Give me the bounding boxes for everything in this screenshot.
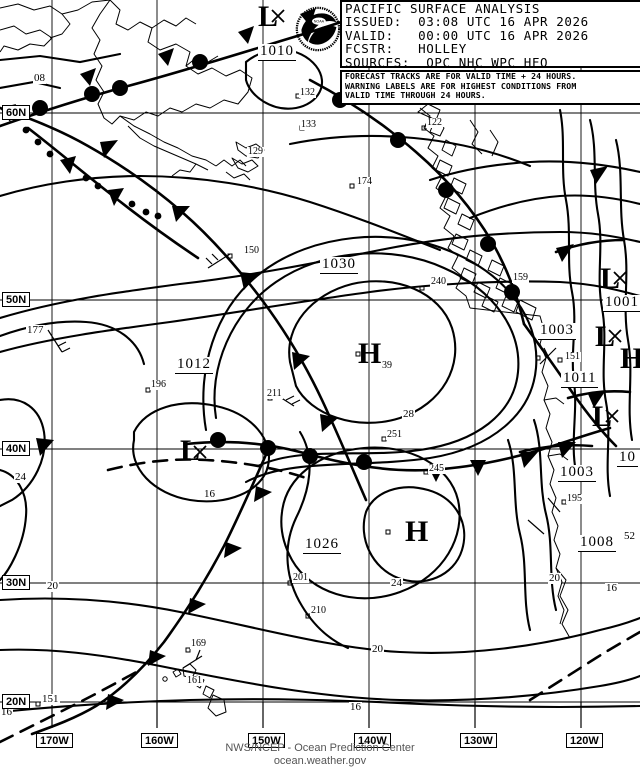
isobar-label-10: 10 — [617, 449, 638, 467]
occluded-front-pips — [22, 126, 162, 220]
pressure-center-low-r2: L — [595, 320, 616, 353]
station-number: 245 — [428, 463, 445, 474]
latitude-label-30n: 30N — [2, 575, 31, 590]
station-number: 159 — [512, 272, 529, 283]
latitude-label-20n: 20N — [2, 694, 31, 709]
longitude-label-120w: 120W — [566, 733, 603, 748]
contour-value: 24 — [14, 471, 27, 483]
station-number: 133 — [300, 119, 317, 130]
station-number: 129 — [247, 146, 264, 157]
longitude-label-140w: 140W — [354, 733, 391, 748]
pressure-center-low-r1: L — [600, 262, 621, 295]
note-line-1: FORECAST TRACKS ARE FOR VALID TIME + 24 … — [345, 71, 577, 81]
pressure-center-high: H — [358, 337, 382, 370]
contour-value: 16 — [349, 701, 362, 713]
pressure-center-high-2: H — [405, 515, 429, 548]
contour-value: 20 — [548, 572, 561, 584]
isobar-label-1001: 1001 — [603, 294, 640, 312]
contour-value: 16 — [203, 488, 216, 500]
pressure-center-low-top: L — [258, 0, 279, 33]
header-note-box: FORECAST TRACKS ARE FOR VALID TIME + 24 … — [340, 70, 640, 105]
warm-front-pips — [32, 54, 520, 470]
contour-value: 08 — [33, 72, 46, 84]
station-number: 174 — [356, 176, 373, 187]
contour-value: 20 — [371, 643, 384, 655]
contour-value: 28 — [402, 408, 415, 420]
station-number: 161 — [186, 675, 203, 686]
header-valid: VALID: 00:00 UTC 16 APR 2026 — [345, 27, 589, 43]
isobar-label-1008: 1008 — [578, 534, 616, 552]
longitude-label-150w: 150W — [248, 733, 285, 748]
station-number: 211 — [266, 388, 283, 399]
station-number: 196 — [150, 379, 167, 390]
pressure-center-high-3: H — [620, 342, 640, 375]
footer-line-1: NWS/NCEP - Ocean Prediction Center — [225, 742, 415, 754]
station-number: 195 — [566, 493, 583, 504]
isobar-label-1030: 1030 — [320, 256, 358, 274]
isobar-label-1026: 1026 — [303, 536, 341, 554]
noaa-logo: NOAA — [295, 6, 341, 52]
latitude-label-40n: 40N — [2, 441, 31, 456]
note-line-2: WARNING LABELS ARE FOR HIGHEST CONDITION… — [345, 80, 577, 91]
header-issued: ISSUED: 03:08 UTC 16 APR 2026 — [345, 14, 589, 30]
pressure-center-low-r3: L — [592, 400, 613, 433]
header-info-box: PACIFIC SURFACE ANALYSIS ISSUED: 03:08 U… — [340, 0, 640, 70]
contour-value: 16 — [605, 582, 618, 594]
latitude-label-60n: 60N — [2, 105, 31, 120]
longitude-label-160w: 160W — [141, 733, 178, 748]
longitude-label-130w: 130W — [460, 733, 497, 748]
note-line-3: VALID TIME THROUGH 24 HOURS. — [345, 90, 486, 101]
contour-value: 151 — [41, 693, 60, 705]
header-fcstr: FCSTR: HOLLEY — [345, 41, 467, 57]
station-number: 169 — [190, 638, 207, 649]
cold-front-pips — [0, 8, 608, 710]
contour-value: 16 — [0, 706, 13, 718]
isobar-label-1012: 1012 — [175, 356, 213, 374]
isobar-label-1011: 1011 — [561, 370, 599, 388]
isobar-label-1010: 1010 — [258, 43, 296, 61]
station-number: 150 — [243, 245, 260, 256]
station-number: 132 — [299, 87, 316, 98]
isobar-label-1003-a: 1003 — [538, 322, 576, 340]
contour-value: 20 — [46, 580, 59, 592]
footer: NWS/NCEP - Ocean Prediction Center ocean… — [0, 742, 640, 767]
station-number: 201 — [292, 572, 309, 583]
svg-text:NOAA: NOAA — [314, 20, 325, 24]
latitude-label-50n: 50N — [2, 292, 31, 307]
contour-value: 52 — [623, 530, 636, 542]
station-number: 210 — [310, 605, 327, 616]
header-title: PACIFIC SURFACE ANALYSIS — [345, 1, 541, 16]
contour-value: 177 — [26, 324, 45, 336]
isobar-label-1003-b: 1003 — [558, 464, 596, 482]
longitude-label-170w: 170W — [36, 733, 73, 748]
station-number: 240 — [430, 276, 447, 287]
station-number: 151 — [564, 351, 581, 362]
footer-line-2: ocean.weather.gov — [273, 754, 367, 767]
contour-value: 24 — [390, 577, 403, 589]
station-number: 122 — [426, 117, 443, 128]
high-center-value: 39 — [381, 360, 393, 371]
header-sources: SOURCES: OPC NHC WPC HFO — [345, 54, 549, 70]
station-number: 251 — [386, 429, 403, 440]
